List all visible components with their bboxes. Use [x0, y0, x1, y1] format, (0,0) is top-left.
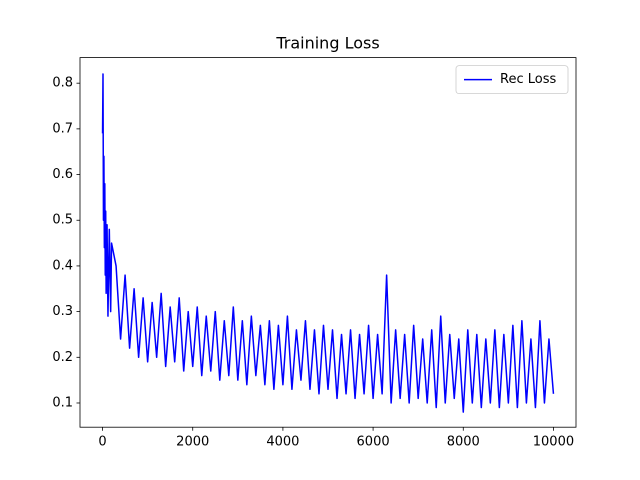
y-tick-label: 0.8: [52, 76, 73, 91]
y-tick-label: 0.2: [52, 350, 73, 365]
y-tick-label: 0.6: [52, 167, 73, 182]
x-tick-label: 4000: [266, 435, 299, 450]
y-tick-label: 0.4: [52, 258, 73, 273]
loss-line: [101, 73, 555, 413]
x-tick-label: 0: [98, 435, 106, 450]
x-tick-label: 8000: [447, 435, 480, 450]
plot-frame: [79, 57, 577, 428]
x-tick-label: 6000: [357, 435, 390, 450]
legend-box: [455, 65, 569, 94]
y-tick-label: 0.5: [52, 213, 73, 228]
legend: Rec Loss: [455, 65, 569, 94]
x-tick-label: 10000: [533, 435, 574, 450]
x-tick-label: 2000: [176, 435, 209, 450]
legend-label: Rec Loss: [500, 72, 556, 87]
chart-title: Training Loss: [275, 34, 379, 53]
y-tick-label: 0.3: [52, 304, 73, 319]
y-tick-label: 0.1: [52, 395, 73, 410]
y-tick-label: 0.7: [52, 121, 73, 136]
